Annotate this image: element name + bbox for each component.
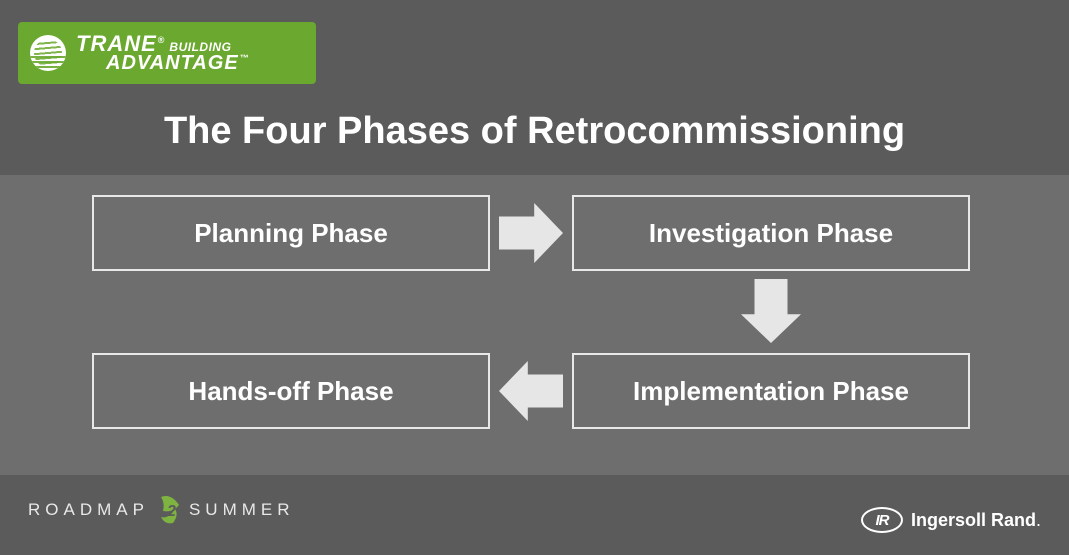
page-title: The Four Phases of Retrocommissioning xyxy=(0,110,1069,153)
footer-roadmap-text: ROADMAP xyxy=(28,500,149,520)
content-region: Planning Phase Investigation Phase Impleme… xyxy=(0,175,1069,475)
footer-left-logo: ROADMAP 2 SUMMER xyxy=(28,493,295,527)
trademark-icon: ™ xyxy=(240,53,250,63)
period: . xyxy=(1036,510,1041,530)
brand-advantage: ADVANTAGE xyxy=(106,52,239,74)
ir-name: Ingersoll Rand xyxy=(911,510,1036,530)
arrow-left-icon xyxy=(499,361,563,426)
flowchart-diagram: Planning Phase Investigation Phase Impleme… xyxy=(0,175,1069,475)
brand-text: TRANE®BUILDING ADVANTAGE™ xyxy=(76,33,250,73)
phase-box-implementation: Implementation Phase xyxy=(572,353,970,429)
footer-region: ROADMAP 2 SUMMER IR Ingersoll Rand. xyxy=(0,475,1069,555)
footer-summer-text: SUMMER xyxy=(189,500,295,520)
arrow-right-icon xyxy=(499,203,563,268)
phase-box-planning: Planning Phase xyxy=(92,195,490,271)
leaf-2-icon: 2 xyxy=(155,493,183,527)
phase-box-handsoff: Hands-off Phase xyxy=(92,353,490,429)
brand-line2: ADVANTAGE™ xyxy=(106,53,250,73)
ingersoll-rand-icon: IR xyxy=(861,507,903,533)
footer-right-logo: IR Ingersoll Rand. xyxy=(861,507,1041,533)
arrow-down-icon xyxy=(741,279,801,348)
registered-icon: ® xyxy=(158,35,166,45)
ingersoll-rand-text: Ingersoll Rand. xyxy=(911,510,1041,531)
phase-box-investigation: Investigation Phase xyxy=(572,195,970,271)
brand-badge: TRANE®BUILDING ADVANTAGE™ xyxy=(18,22,316,84)
header-region: TRANE®BUILDING ADVANTAGE™ The Four Phase… xyxy=(0,0,1069,175)
ir-abbr: IR xyxy=(875,512,888,529)
trane-globe-icon xyxy=(30,35,66,71)
svg-text:2: 2 xyxy=(166,503,181,520)
